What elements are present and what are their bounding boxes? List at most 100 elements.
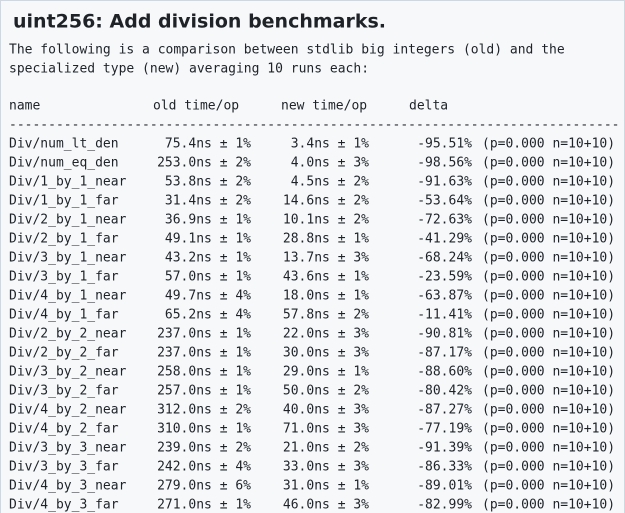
stats: (p=0.000 n=10+10) [482, 175, 615, 190]
old-time: 239.0ns ± 2% [157, 441, 251, 456]
old-time: 258.0ns ± 1% [157, 365, 251, 380]
new-time: 50.0ns ± 2% [283, 384, 369, 399]
bench-name: Div/1_by_1_far [9, 194, 119, 209]
bench-name: Div/3_by_1_far [9, 270, 119, 285]
bench-name: Div/2_by_1_far [9, 232, 119, 247]
delta: -53.64% [417, 194, 472, 209]
new-time: 31.0ns ± 1% [283, 479, 369, 494]
old-time: 49.7ns ± 4% [165, 289, 251, 304]
bench-name: Div/4_by_3_far [9, 498, 119, 513]
bench-name: Div/4_by_3_near [9, 479, 127, 494]
stats: (p=0.000 n=10+10) [482, 403, 615, 418]
header-cell: old time/op [153, 99, 239, 114]
stats: (p=0.000 n=10+10) [482, 498, 615, 513]
bench-name: Div/num_eq_den [9, 156, 119, 171]
stats: (p=0.000 n=10+10) [482, 365, 615, 380]
old-time: 253.0ns ± 2% [157, 156, 251, 171]
old-time: 75.4ns ± 1% [165, 137, 251, 152]
delta: -95.51% [417, 137, 472, 152]
delta: -89.01% [417, 479, 472, 494]
new-time: 29.0ns ± 1% [283, 365, 369, 380]
stats: (p=0.000 n=10+10) [482, 289, 615, 304]
stats: (p=0.000 n=10+10) [482, 232, 615, 247]
stats: (p=0.000 n=10+10) [482, 213, 615, 228]
header-cell: name [9, 99, 40, 114]
bench-name: Div/4_by_1_near [9, 289, 127, 304]
stats: (p=0.000 n=10+10) [482, 384, 615, 399]
stats: (p=0.000 n=10+10) [482, 137, 615, 152]
bench-name: Div/3_by_2_far [9, 384, 119, 399]
old-time: 237.0ns ± 1% [157, 327, 251, 342]
delta: -41.29% [417, 232, 472, 247]
delta: -80.42% [417, 384, 472, 399]
stats: (p=0.000 n=10+10) [482, 422, 615, 437]
intro-line: specialized type (new) averaging 10 runs… [9, 62, 369, 77]
old-time: 36.9ns ± 1% [165, 213, 251, 228]
bench-name: Div/3_by_3_near [9, 441, 127, 456]
new-time: 28.8ns ± 1% [283, 232, 369, 247]
new-time: 21.0ns ± 2% [283, 441, 369, 456]
delta: -98.56% [417, 156, 472, 171]
bench-name: Div/3_by_2_near [9, 365, 127, 380]
stats: (p=0.000 n=10+10) [482, 460, 615, 475]
bench-name: Div/3_by_1_near [9, 251, 127, 266]
new-time: 13.7ns ± 3% [283, 251, 369, 266]
old-time: 312.0ns ± 2% [157, 403, 251, 418]
old-time: 57.0ns ± 1% [165, 270, 251, 285]
delta: -86.33% [417, 460, 472, 475]
old-time: 242.0ns ± 4% [157, 460, 251, 475]
new-time: 46.0ns ± 3% [283, 498, 369, 513]
delta: -90.81% [417, 327, 472, 342]
new-time: 40.0ns ± 3% [283, 403, 369, 418]
new-time: 18.0ns ± 1% [283, 289, 369, 304]
old-time: 310.0ns ± 1% [157, 422, 251, 437]
old-time: 271.0ns ± 1% [157, 498, 251, 513]
old-time: 31.4ns ± 2% [165, 194, 251, 209]
delta: -87.17% [417, 346, 472, 361]
delta: -91.63% [417, 175, 472, 190]
stats: (p=0.000 n=10+10) [482, 479, 615, 494]
stats: (p=0.000 n=10+10) [482, 308, 615, 323]
new-time: 57.8ns ± 2% [283, 308, 369, 323]
old-time: 53.8ns ± 2% [165, 175, 251, 190]
delta: -68.24% [417, 251, 472, 266]
bench-name: Div/num_lt_den [9, 137, 119, 152]
intro-line: The following is a comparison between st… [9, 43, 565, 58]
new-time: 43.6ns ± 1% [283, 270, 369, 285]
bench-name: Div/4_by_2_far [9, 422, 119, 437]
delta: -11.41% [417, 308, 472, 323]
delta: -87.27% [417, 403, 472, 418]
bench-name: Div/3_by_3_far [9, 460, 119, 475]
old-time: 49.1ns ± 1% [165, 232, 251, 247]
commit-title: uint256: Add division benchmarks. [13, 11, 386, 33]
stats: (p=0.000 n=10+10) [482, 270, 615, 285]
new-time: 3.4ns ± 1% [291, 137, 369, 152]
separator: ----------------------------------------… [9, 118, 619, 133]
bench-name: Div/4_by_1_far [9, 308, 119, 323]
delta: -72.63% [417, 213, 472, 228]
stats: (p=0.000 n=10+10) [482, 251, 615, 266]
old-time: 65.2ns ± 4% [165, 308, 251, 323]
bench-name: Div/1_by_1_near [9, 175, 127, 190]
header-cell: delta [409, 99, 448, 114]
new-time: 30.0ns ± 3% [283, 346, 369, 361]
old-time: 279.0ns ± 6% [157, 479, 251, 494]
new-time: 33.0ns ± 3% [283, 460, 369, 475]
stats: (p=0.000 n=10+10) [482, 441, 615, 456]
bench-name: Div/2_by_2_near [9, 327, 127, 342]
new-time: 4.5ns ± 2% [291, 175, 369, 190]
delta: -23.59% [417, 270, 472, 285]
delta: -63.87% [417, 289, 472, 304]
new-time: 4.0ns ± 3% [291, 156, 369, 171]
bench-name: Div/4_by_2_near [9, 403, 127, 418]
new-time: 14.6ns ± 2% [283, 194, 369, 209]
delta: -91.39% [417, 441, 472, 456]
stats: (p=0.000 n=10+10) [482, 194, 615, 209]
old-time: 237.0ns ± 1% [157, 346, 251, 361]
bench-name: Div/2_by_1_near [9, 213, 127, 228]
stats: (p=0.000 n=10+10) [482, 346, 615, 361]
bench-name: Div/2_by_2_far [9, 346, 119, 361]
new-time: 22.0ns ± 3% [283, 327, 369, 342]
